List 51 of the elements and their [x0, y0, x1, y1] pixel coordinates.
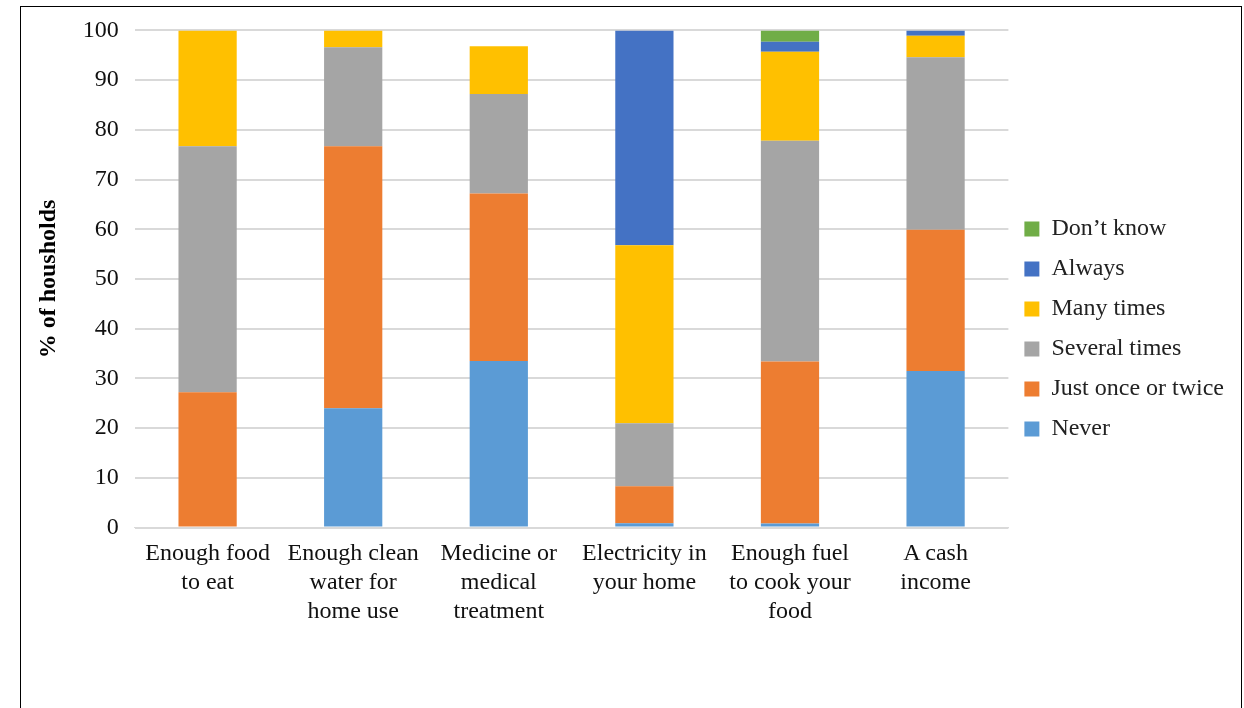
y-tick-label: 50: [94, 264, 119, 291]
legend-label: Many times: [1051, 294, 1166, 321]
bar: [760, 361, 820, 524]
bar: [178, 392, 237, 527]
y-tick-label: 20: [94, 413, 119, 440]
bar: [906, 30, 965, 36]
bar: [615, 30, 674, 246]
bar: [906, 370, 965, 527]
bar: [469, 361, 528, 527]
bar: [615, 423, 674, 487]
x-tick-label: Enough food to eat: [145, 539, 270, 595]
bar: [615, 245, 674, 424]
bar: [178, 30, 237, 147]
legend-label: Just once or twice: [1051, 374, 1225, 401]
bar: [760, 51, 820, 141]
legend-label: Don’t know: [1051, 214, 1167, 241]
y-tick-label: 100: [82, 15, 119, 42]
bar: [760, 140, 820, 362]
bar: [324, 146, 383, 409]
bar: [469, 193, 528, 362]
legend-label: Always: [1051, 254, 1125, 281]
y-tick-label: 30: [94, 363, 119, 390]
y-tick-label: 90: [94, 65, 119, 92]
legend-label: Never: [1051, 414, 1111, 441]
bar: [469, 46, 528, 95]
bar: [760, 523, 820, 527]
y-tick-label: 70: [94, 164, 119, 191]
legend-label: Several times: [1051, 334, 1182, 361]
y-tick-label: 10: [94, 463, 119, 490]
x-tick-label: Enough fuel to cook your food: [729, 539, 851, 623]
bar: [324, 47, 383, 147]
bar: [906, 229, 965, 371]
bar: [469, 94, 528, 194]
y-tick-label: 40: [94, 314, 119, 341]
bar: [906, 35, 965, 58]
bar: [906, 57, 965, 230]
y-axis-title: % of housholds: [33, 199, 60, 359]
bar: [615, 486, 674, 524]
bar: [760, 30, 820, 42]
x-tick-label: Medicine or medical treatment: [440, 539, 558, 623]
y-tick-label: 0: [106, 512, 119, 539]
x-tick-label: Enough clean water for home use: [287, 539, 419, 623]
bar: [760, 41, 820, 52]
bar: [324, 30, 383, 48]
y-tick-label: 60: [94, 214, 119, 241]
bar: [615, 523, 674, 527]
x-tick-label: A cash income: [900, 539, 971, 595]
bar: [324, 408, 383, 527]
bar: [178, 146, 237, 393]
y-tick-label: 80: [94, 115, 119, 142]
x-tick-label: Electricity in your home: [582, 539, 707, 595]
